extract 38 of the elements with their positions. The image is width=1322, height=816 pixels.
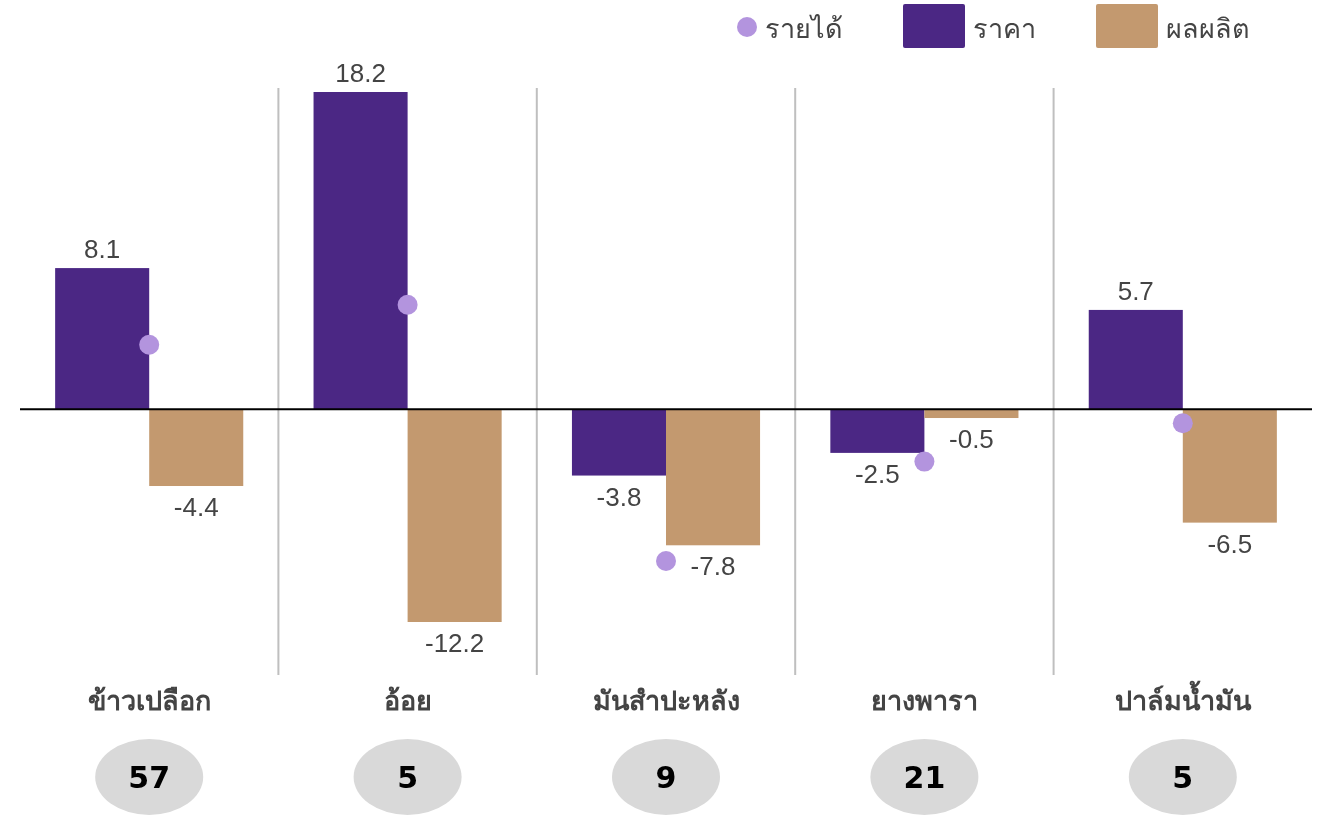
point xyxy=(914,451,935,472)
legend-label: ผลผลิต xyxy=(1166,13,1250,44)
x-tick-label: ยางพารา xyxy=(870,685,978,716)
legend-label: ราคา xyxy=(973,13,1036,44)
text: 57 xyxy=(128,760,171,795)
bar xyxy=(1088,309,1183,410)
text: 5 xyxy=(1172,760,1194,795)
x-tick-label: ข้าวเปลือก xyxy=(87,685,211,716)
bar xyxy=(1182,409,1277,523)
data-label: -0.5 xyxy=(949,424,994,455)
x-tick-label: ปาล์มน้ำมัน xyxy=(1114,680,1252,716)
point xyxy=(656,550,676,571)
data-label: 8.1 xyxy=(84,234,121,265)
data-label: -7.8 xyxy=(690,551,736,582)
data-label: -6.5 xyxy=(1207,528,1253,559)
data-label: -4.4 xyxy=(173,492,219,523)
data-label: 5.7 xyxy=(1117,275,1154,306)
x-tick-label: อ้อย xyxy=(383,685,432,716)
point xyxy=(1172,413,1193,434)
data-label: -3.8 xyxy=(596,481,642,512)
data-label: -2.5 xyxy=(854,458,900,489)
point xyxy=(397,294,418,315)
text: 5 xyxy=(397,760,419,795)
point xyxy=(139,334,160,355)
data-label: 18.2 xyxy=(335,58,386,88)
bar xyxy=(924,409,1019,419)
bar xyxy=(830,409,925,453)
legend-label: รายได้ xyxy=(765,13,843,44)
bar xyxy=(666,409,761,546)
data-label: -12.2 xyxy=(425,628,485,658)
bar xyxy=(571,409,666,476)
bar xyxy=(313,92,408,410)
bar xyxy=(55,268,150,410)
bar xyxy=(407,409,502,622)
bar xyxy=(149,409,244,487)
text: 21 xyxy=(903,760,946,795)
text: 9 xyxy=(655,760,677,795)
x-tick-label: มันสำปะหลัง xyxy=(592,685,740,716)
